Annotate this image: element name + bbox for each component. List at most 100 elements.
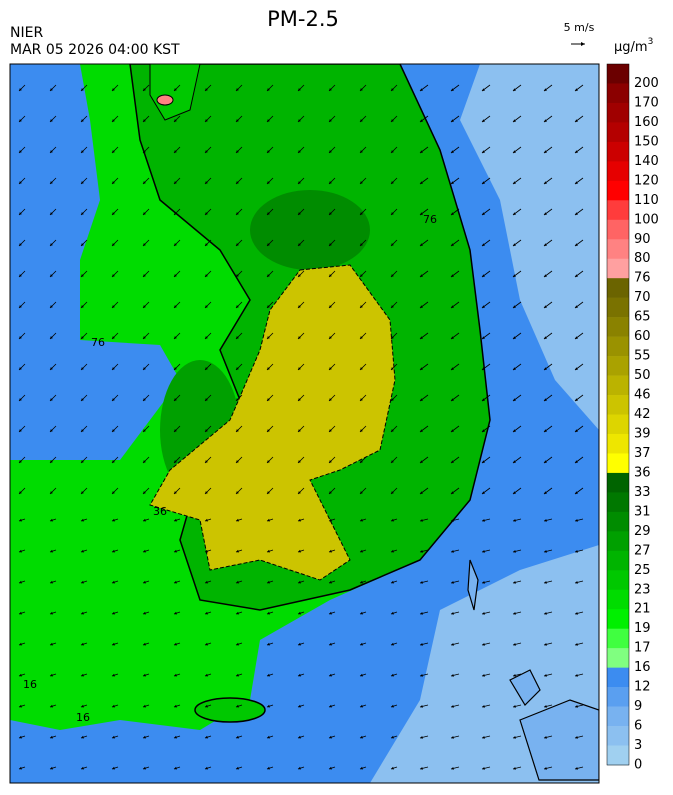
wind-arrowhead <box>112 611 115 615</box>
wind-arrowhead <box>451 735 454 739</box>
color-swatch <box>607 122 629 143</box>
wind-arrowhead <box>360 735 363 739</box>
wind-arrowhead <box>298 673 301 677</box>
wind-arrowhead <box>391 181 394 184</box>
wind-arrowhead <box>544 673 547 677</box>
wind-arrowhead <box>513 642 516 646</box>
wind-arrowhead <box>513 398 516 401</box>
wind-arrowhead <box>19 518 22 522</box>
wind-arrowhead <box>236 491 239 494</box>
wind-arrowhead <box>391 766 394 770</box>
wind-arrowhead <box>19 704 22 708</box>
colorbar-label: 0 <box>634 758 642 773</box>
wind-arrowhead <box>360 642 363 646</box>
wind-arrowhead <box>236 212 239 215</box>
wind-arrowhead <box>174 704 177 708</box>
wind-arrowhead <box>513 518 516 522</box>
wind-arrowhead <box>513 305 516 308</box>
wind-arrowhead <box>50 212 53 215</box>
wind-arrowhead <box>482 704 485 708</box>
color-swatch <box>607 628 629 649</box>
wind-arrowhead <box>544 150 547 153</box>
wind-arrowhead <box>298 336 301 339</box>
wind-arrowhead <box>50 429 53 432</box>
wind-arrowhead <box>112 88 115 91</box>
wind-arrowhead <box>81 429 84 432</box>
wind-arrowhead <box>451 305 454 308</box>
wind-arrowhead <box>19 549 22 553</box>
wind-arrowhead <box>50 549 53 553</box>
wind-arrowhead <box>19 580 22 584</box>
wind-arrowhead <box>544 491 547 494</box>
wind-arrowhead <box>19 150 22 153</box>
wind-arrowhead <box>81 150 84 153</box>
wind-arrowhead <box>267 212 270 215</box>
color-swatch <box>607 336 629 357</box>
wind-arrowhead <box>482 336 485 339</box>
wind-arrowhead <box>143 766 146 770</box>
wind-arrowhead <box>329 704 332 708</box>
wind-arrowhead <box>513 704 516 708</box>
wind-arrowhead <box>482 580 485 584</box>
wind-arrowhead <box>544 336 547 339</box>
wind-arrowhead <box>513 549 516 553</box>
wind-arrowhead <box>329 611 332 615</box>
wind-arrowhead <box>329 766 332 770</box>
wind-arrowhead <box>420 274 423 277</box>
color-swatch <box>607 570 629 591</box>
wind-arrowhead <box>391 580 394 584</box>
wind-arrowhead <box>174 274 177 277</box>
wind-arrowhead <box>298 243 301 246</box>
wind-arrowhead <box>482 212 485 215</box>
wind-arrowhead <box>50 181 53 184</box>
wind-arrowhead <box>360 305 363 308</box>
wind-arrowhead <box>205 704 208 708</box>
wind-arrowhead <box>112 305 115 308</box>
wind-arrowhead <box>236 398 239 401</box>
wind-arrowhead <box>174 305 177 308</box>
wind-arrowhead <box>267 460 270 463</box>
wind-arrowhead <box>143 549 146 553</box>
colorbar-label: 29 <box>634 524 651 539</box>
wind-arrowhead <box>544 518 547 522</box>
wind-arrowhead <box>143 88 146 91</box>
wind-arrowhead <box>81 766 84 770</box>
wind-arrowhead <box>267 735 270 739</box>
coastline <box>467 559 599 781</box>
map-frame <box>9 63 600 784</box>
wind-arrowhead <box>112 398 115 401</box>
color-swatch <box>607 102 629 123</box>
wind-arrowhead <box>513 150 516 153</box>
wind-arrowhead <box>174 181 177 184</box>
wind-arrowhead <box>267 150 270 153</box>
wind-arrowhead <box>420 212 423 215</box>
colorbar-label: 3 <box>634 738 642 753</box>
color-swatch <box>607 706 629 727</box>
wind-arrowhead <box>236 181 239 184</box>
wind-arrowhead <box>513 181 516 184</box>
colorbar-label: 60 <box>634 329 651 344</box>
colorbar-label: 65 <box>634 310 651 325</box>
wind-arrowhead <box>360 460 363 463</box>
wind-scale-label: 5 m/s <box>564 21 595 34</box>
wind-arrowhead <box>174 580 177 584</box>
wind-arrowhead <box>482 150 485 153</box>
wind-arrowhead <box>420 429 423 432</box>
wind-arrowhead <box>174 88 177 91</box>
wind-arrowhead <box>575 212 578 215</box>
wind-arrowhead <box>420 336 423 339</box>
wind-arrowhead <box>513 460 516 463</box>
color-swatch <box>607 726 629 746</box>
wind-arrowhead <box>329 549 332 553</box>
wind-arrowhead <box>298 518 301 522</box>
wind-arrowhead <box>19 181 22 184</box>
wind-arrowhead <box>482 549 485 553</box>
color-swatch <box>607 511 629 532</box>
wind-arrowhead <box>205 119 208 122</box>
island <box>194 697 266 723</box>
wind-arrowhead <box>205 642 208 646</box>
wind-arrowhead <box>544 735 547 739</box>
wind-arrowhead <box>360 518 363 522</box>
wind-arrowhead <box>267 274 270 277</box>
wind-field <box>18 84 584 770</box>
